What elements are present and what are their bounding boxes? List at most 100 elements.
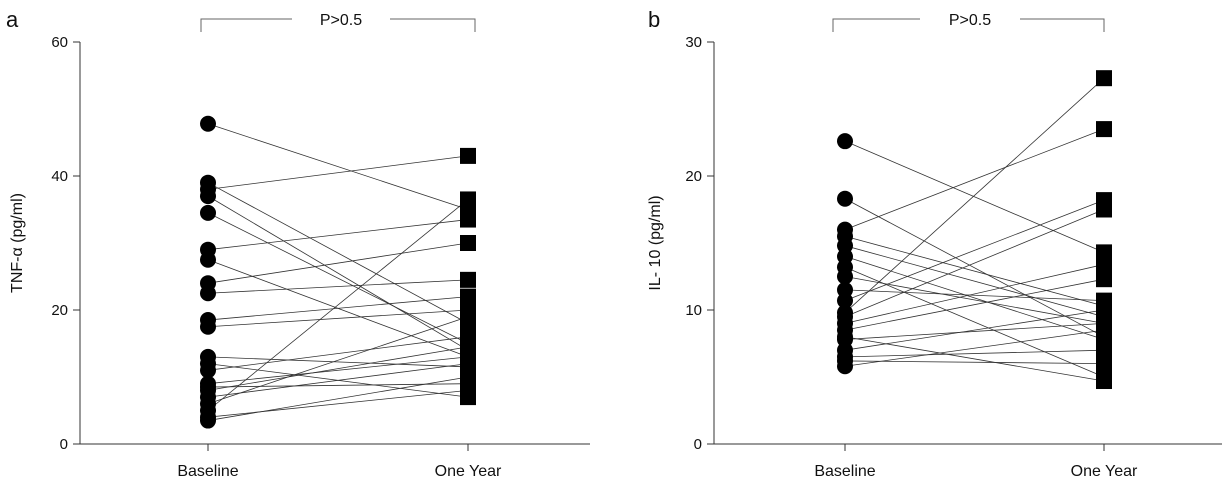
pair-line [207, 356, 469, 368]
pair-line [844, 329, 1105, 367]
one-year-point [1096, 302, 1112, 318]
pair-line [844, 323, 1105, 340]
pair-line [207, 316, 469, 405]
one-year-point [460, 235, 476, 251]
one-year-point [1096, 256, 1112, 273]
one-year-point [1096, 244, 1112, 261]
pair-line [207, 182, 469, 324]
pair-line [207, 363, 469, 398]
pair-line [844, 128, 1105, 230]
panel-a-significance-bracket [200, 18, 476, 32]
one-year-point [460, 355, 476, 372]
baseline-point [200, 285, 216, 302]
one-year-point [460, 308, 476, 325]
baseline-point [200, 251, 216, 268]
pair-line [844, 77, 1105, 313]
baseline-point [200, 379, 216, 396]
baseline-point [837, 190, 853, 207]
one-year-point [1096, 121, 1112, 138]
panel-b-label: b [648, 7, 660, 32]
panel-b-points [837, 70, 1112, 390]
baseline-point [200, 204, 216, 221]
one-year-point [460, 271, 476, 288]
pair-line [207, 219, 469, 251]
baseline-point [837, 348, 853, 365]
panel-b: b IL- 10 (pg/ml) 0 10 20 30 Baseline One… [647, 7, 1222, 480]
pair-line [844, 235, 1105, 307]
panel-a-x-label-baseline: Baseline [177, 463, 238, 480]
pair-line [844, 336, 1105, 382]
pair-line [844, 264, 1105, 324]
panel-a-y-tick-label: 40 [51, 168, 68, 185]
pair-line [844, 278, 1105, 331]
baseline-point [837, 133, 853, 150]
panel-a-p-value: P>0.5 [320, 12, 362, 29]
panel-a-points [200, 115, 476, 429]
panel-b-p-value: P>0.5 [949, 12, 991, 29]
one-year-point [460, 389, 476, 406]
pair-line [207, 155, 469, 190]
panel-a-y-axis-label: TNF-α (pg/ml) [9, 193, 26, 293]
pair-line [844, 276, 1105, 324]
panel-a-pair-lines [207, 123, 469, 421]
panel-a-y-tick-label: 20 [51, 302, 68, 319]
panel-a-x-label-one-year: One Year [435, 463, 502, 480]
panel-b-y-tick-label: 0 [694, 436, 702, 453]
pair-line [844, 245, 1105, 318]
panel-a-y-tick-label: 60 [51, 34, 68, 51]
baseline-point [837, 268, 853, 285]
baseline-point [200, 188, 216, 205]
pair-line [207, 336, 469, 371]
baseline-point [200, 412, 216, 429]
pair-line [207, 195, 469, 351]
panel-a-y-tick-label: 0 [60, 436, 68, 453]
pair-line [207, 346, 469, 391]
one-year-point [460, 288, 476, 305]
one-year-point [1096, 70, 1112, 87]
panel-b-y-tick-label: 10 [685, 302, 702, 319]
panel-b-x-label-baseline: Baseline [814, 463, 875, 480]
baseline-point [837, 292, 853, 309]
one-year-point [1096, 201, 1112, 218]
pair-line [844, 289, 1105, 302]
pair-line [207, 309, 469, 328]
pair-line [844, 266, 1105, 378]
one-year-point [460, 147, 476, 164]
panel-a: a TNF-α (pg/ml) 0 20 40 60 Baseline One … [6, 7, 590, 480]
pair-line [207, 383, 469, 388]
one-year-point [1096, 373, 1112, 390]
panel-b-y-tick-label: 20 [685, 168, 702, 185]
pair-line [844, 209, 1105, 318]
one-year-point [460, 375, 476, 392]
pair-line [844, 309, 1105, 351]
baseline-point [200, 355, 216, 372]
pair-line [207, 296, 469, 321]
panel-b-pair-lines [844, 77, 1105, 382]
baseline-point [200, 318, 216, 335]
pair-line [207, 390, 469, 418]
panel-b-significance-bracket [832, 18, 1105, 32]
one-year-point [460, 211, 476, 228]
one-year-point [1096, 322, 1112, 339]
pair-line [207, 123, 469, 210]
pair-line [207, 242, 469, 284]
baseline-point [200, 115, 216, 132]
one-year-point [1096, 355, 1112, 372]
panel-b-y-axis-label: IL- 10 (pg/ml) [647, 195, 664, 290]
panel-b-x-label-one-year: One Year [1071, 463, 1138, 480]
panel-b-y-tick-label: 30 [685, 34, 702, 51]
one-year-point [1096, 342, 1112, 359]
pair-line [207, 279, 469, 294]
pair-line [207, 356, 469, 385]
pair-line [207, 199, 469, 411]
pair-line [844, 360, 1105, 364]
one-year-point [460, 191, 476, 208]
pair-line [844, 256, 1105, 340]
pair-line [207, 212, 469, 344]
pair-line [844, 349, 1105, 358]
one-year-point [1096, 271, 1112, 288]
pair-line [844, 198, 1105, 338]
baseline-point [837, 328, 853, 345]
panel-a-label: a [6, 7, 19, 32]
